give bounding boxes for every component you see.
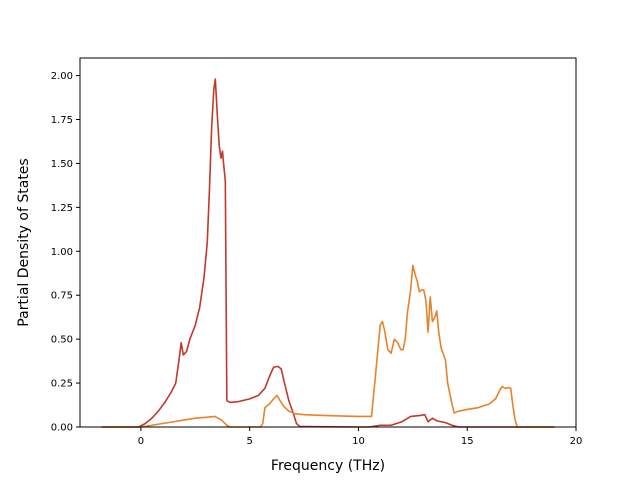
x-tick-label: 0 xyxy=(138,436,144,447)
y-axis-label: Partial Density of States xyxy=(16,158,32,326)
series-line-1 xyxy=(101,78,555,428)
y-tick-label: 0.75 xyxy=(51,291,73,302)
y-tick-label: 0.50 xyxy=(51,335,73,346)
y-tick-label: 2.00 xyxy=(51,71,73,82)
plot-frame xyxy=(79,57,577,428)
x-axis-label: Frequency (THz) xyxy=(271,458,385,474)
y-tick-label: 1.50 xyxy=(51,159,73,170)
ticks-layer: 0 5 10 15 20 0.00 0.25 0.50 0.75 1.00 1.25 1.50 1.75… xyxy=(51,71,583,447)
y-tick-label: 0.25 xyxy=(51,379,73,390)
x-tick-label: 20 xyxy=(570,436,583,447)
x-tick-label: 15 xyxy=(461,436,474,447)
x-tick-label: 5 xyxy=(246,436,252,447)
y-tick-label: 0.00 xyxy=(51,423,73,434)
y-tick-label: 1.75 xyxy=(51,115,73,126)
x-tick-label: 10 xyxy=(352,436,365,447)
y-tick-label: 1.00 xyxy=(51,247,73,258)
y-tick-label: 1.25 xyxy=(51,203,73,214)
